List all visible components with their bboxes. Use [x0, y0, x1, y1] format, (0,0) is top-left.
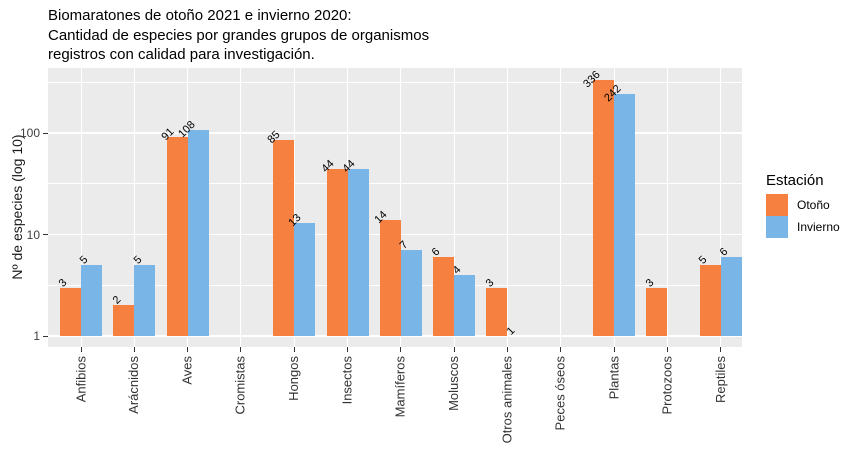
bar-otono-protozoos — [646, 287, 668, 336]
y-tick-label: 100 — [19, 126, 40, 140]
chart-title-line-2: Cantidad de especies por grandes grupos … — [48, 26, 430, 44]
bar-otono-plantas — [593, 79, 614, 336]
bar-invierno-moluscos — [454, 274, 476, 336]
bar-invierno-insectos — [347, 169, 369, 336]
x-tick — [506, 347, 508, 352]
chart-title: Biomaratones de otoño 2021 e invierno 20… — [48, 6, 429, 65]
y-tick — [43, 132, 48, 134]
bar-otono-moluscos — [433, 257, 455, 336]
x-tick-label: Plantas — [606, 356, 621, 400]
x-tick — [80, 347, 82, 352]
bar-invierno-plantas — [614, 94, 635, 336]
bar-invierno-anfibios — [81, 265, 102, 336]
x-tick — [400, 347, 402, 352]
x-tick-label: Aves — [179, 356, 195, 385]
x-tick — [720, 347, 722, 352]
x-tick — [187, 347, 189, 352]
x-tick — [240, 347, 242, 352]
gridline-vertical — [453, 68, 455, 347]
legend-label-invierno: Invierno — [797, 220, 840, 234]
x-tick-label: Peces óseos — [552, 356, 568, 431]
bar-otono-insectos — [326, 169, 348, 336]
bar-otono-aves — [166, 137, 188, 336]
x-tick — [133, 347, 135, 352]
x-tick-label: Hongos — [286, 356, 302, 401]
x-tick — [347, 347, 348, 352]
y-tick-label: 1 — [33, 329, 40, 343]
gridline-vertical — [240, 68, 242, 347]
legend-item-invierno: Invierno — [766, 216, 840, 238]
gridline-vertical — [80, 68, 82, 347]
y-tick-label: 10 — [26, 227, 40, 242]
y-tick — [43, 234, 48, 235]
bar-invierno-mamiferos — [400, 250, 422, 336]
x-tick-label: Insectos — [339, 356, 355, 405]
x-tick-label: Anfibios — [73, 356, 88, 403]
legend-label-otono: Otoño — [797, 198, 830, 212]
legend: Estación Otoño Invierno — [766, 172, 840, 238]
x-tick-label: Cromistas — [232, 356, 248, 415]
bar-otono-reptiles — [699, 265, 721, 336]
legend-swatch-1 — [766, 216, 788, 238]
gridline-vertical — [720, 68, 722, 347]
x-tick-label: Mamíferos — [392, 356, 408, 418]
bar-otono-aracnidos — [113, 305, 135, 336]
bar-otono-otros-animales — [486, 287, 508, 336]
x-tick-label: Arácnidos — [126, 356, 142, 414]
bar-invierno-reptiles — [720, 257, 742, 336]
chart-title-line-1: Biomaratones de otoño 2021 e invierno 20… — [48, 7, 352, 24]
y-tick — [43, 335, 48, 337]
plot-panel: 3 2 91 85 44 14 6 3 336 3 5 5 5 108 13 44 7 4 1 242 6 — [48, 68, 742, 347]
x-tick — [293, 347, 295, 352]
bar-invierno-aracnidos — [134, 265, 156, 336]
legend-item-otono: Otoño — [766, 194, 840, 216]
x-tick — [453, 347, 455, 352]
bar-invierno-hongos — [294, 222, 316, 336]
bar-otono-hongos — [273, 140, 295, 336]
x-tick — [613, 347, 615, 352]
gridline-vertical — [400, 68, 402, 347]
legend-title: Estación — [766, 172, 824, 189]
gridline-vertical — [506, 68, 508, 347]
y-axis-title: Nº de especies (log 10) — [9, 134, 25, 280]
gridline-vertical — [560, 68, 562, 347]
bar-invierno-aves — [187, 129, 209, 336]
gridline-major — [48, 335, 742, 337]
legend-swatch-0 — [766, 194, 788, 216]
bar-otono-anfibios — [60, 287, 81, 336]
x-tick-label: Protozoos — [659, 356, 675, 415]
x-tick-label: Otros animales — [499, 356, 515, 444]
x-tick-label: Moluscos — [446, 356, 462, 411]
bar-otono-mamiferos — [379, 219, 401, 336]
gridline-vertical — [666, 68, 668, 347]
x-tick-label: Reptiles — [712, 356, 728, 403]
gridline-major — [48, 132, 742, 134]
x-tick — [666, 347, 668, 352]
gridline-vertical — [133, 68, 135, 347]
gridline-minor — [48, 81, 742, 83]
chart-title-line-3: registros con calidad para investigación… — [48, 46, 315, 63]
x-tick — [560, 347, 562, 352]
gridline-vertical — [293, 68, 295, 347]
gridline-minor — [48, 183, 742, 185]
